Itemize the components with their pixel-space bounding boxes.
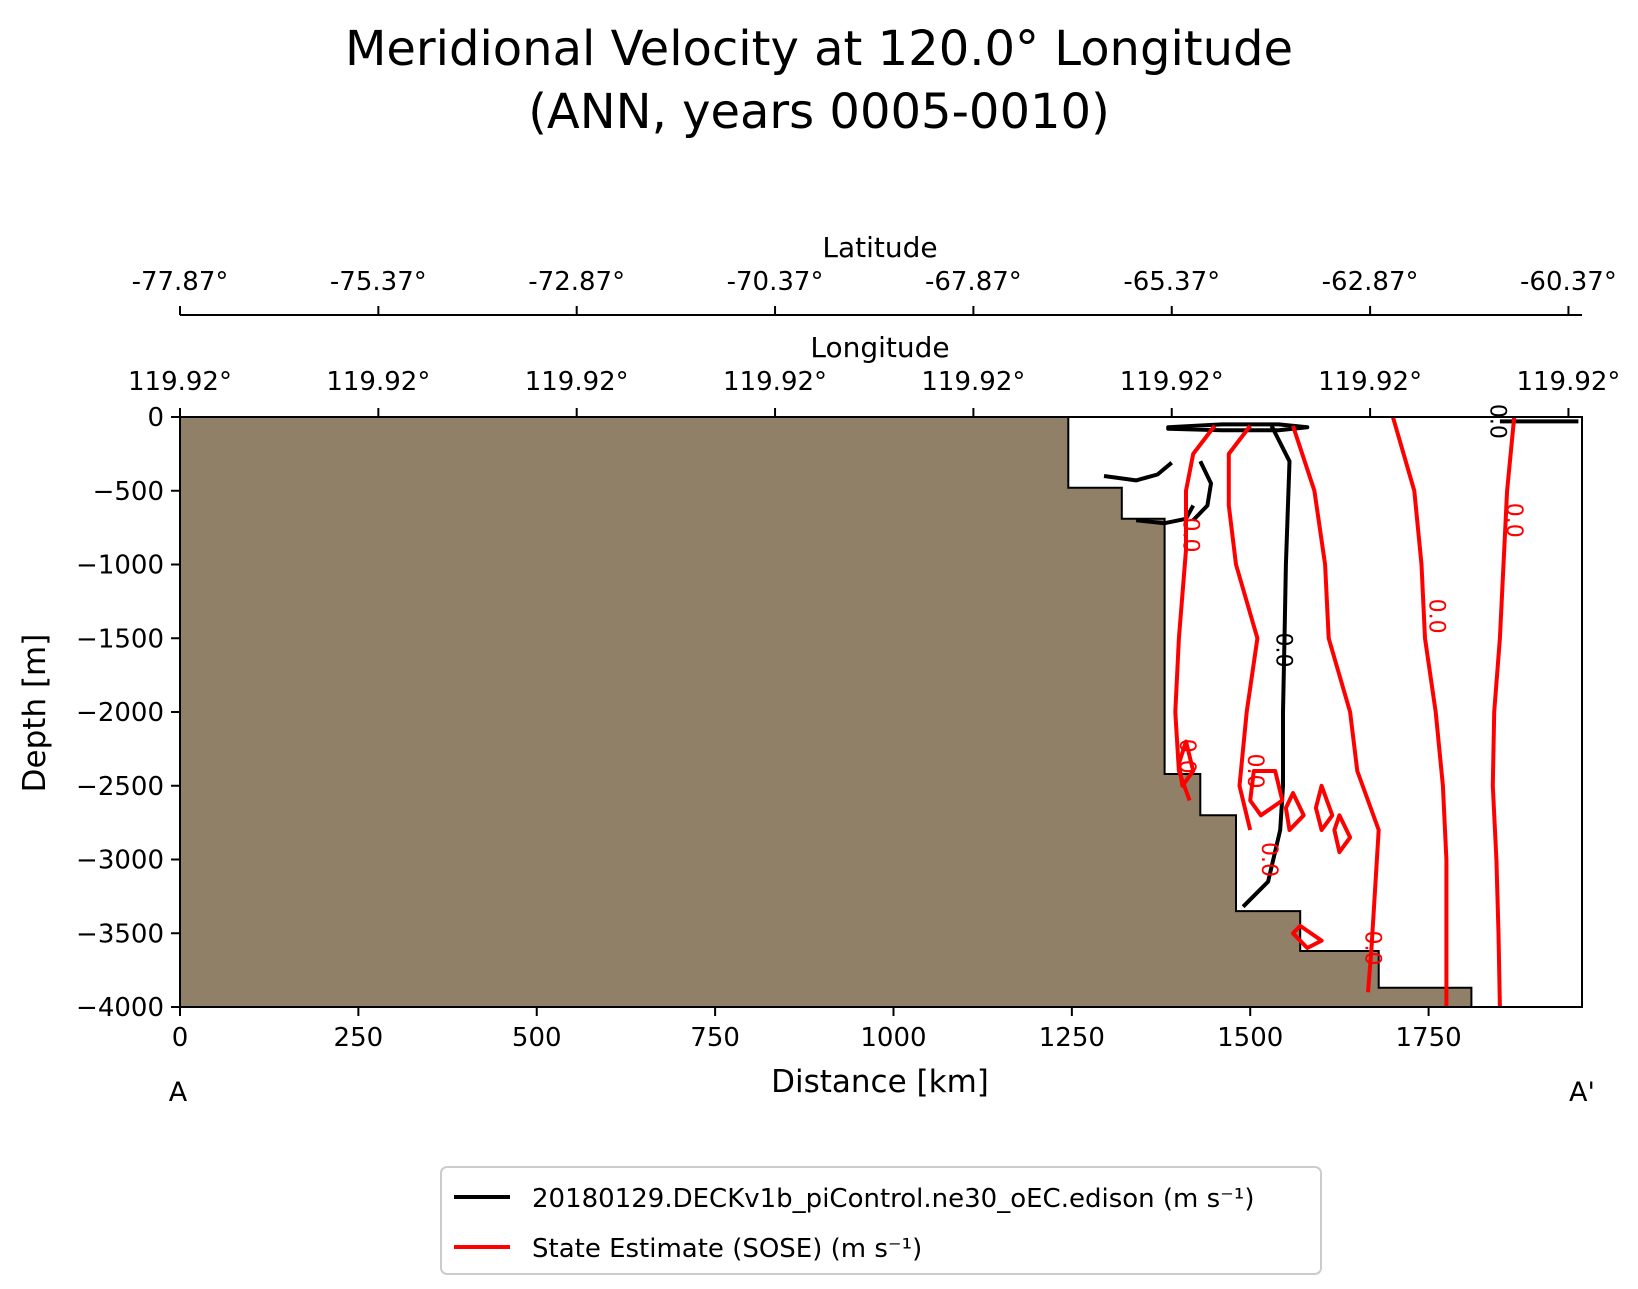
top-axis-2-tick-label: 119.92° xyxy=(326,367,430,397)
series-0-loop-0 xyxy=(1166,422,1310,433)
top-axis-1-tick-label: -77.87° xyxy=(132,267,229,297)
series-1-contour-label-4: 0.0 xyxy=(1360,931,1385,966)
series-1-loop-2 xyxy=(1283,791,1306,832)
section-start-label: A xyxy=(169,1077,188,1108)
x-tick-label: 0 xyxy=(172,1023,189,1053)
legend-entry-sose: State Estimate (SOSE) (m s⁻¹) xyxy=(532,1234,922,1264)
series-1-contour-label-1: 0.0 xyxy=(1174,739,1199,774)
series-1-loop-0 xyxy=(1248,769,1285,818)
x-tick-label: 1750 xyxy=(1396,1023,1462,1053)
top-axis-1-tick-label: -70.37° xyxy=(727,267,824,297)
y-tick-label: −4000 xyxy=(76,993,164,1023)
top-axis-1-tick-label: -67.87° xyxy=(925,267,1022,297)
series-0-contour-label-0: 0.0 xyxy=(1270,633,1295,668)
series-1-contour-3 xyxy=(1390,416,1449,1007)
plot-area: 0.0 0.0 0.0 0.0 0.0 0.0 0.0 0.0 0.0 xyxy=(179,404,1583,1008)
x-axis-label: Distance [km] xyxy=(771,1064,989,1100)
x-tick-label: 250 xyxy=(334,1023,384,1053)
series-1-contour-2 xyxy=(1291,425,1381,993)
series-layer: 0.0 0.0 0.0 0.0 0.0 0.0 0.0 0.0 0.0 xyxy=(1103,404,1579,1008)
top-axis-1-label: Latitude xyxy=(822,231,937,264)
y-tick-label: −3000 xyxy=(76,846,164,876)
top-axis-1-ticks: -77.87° -75.37° -72.87° -70.37° -67.87° -65.3… xyxy=(132,267,1617,316)
x-tick-label: 500 xyxy=(512,1023,562,1053)
series-1-loop-4 xyxy=(1332,813,1353,855)
x-axis-ticks: 0 250 500 750 1000 1250 1500 1750 xyxy=(172,1007,1462,1053)
top-axis-1-tick-label: -65.37° xyxy=(1123,267,1220,297)
y-tick-label: −2500 xyxy=(76,772,164,802)
y-tick-label: −2000 xyxy=(76,698,164,728)
x-tick-label: 1500 xyxy=(1217,1023,1283,1053)
series-1-contour-1 xyxy=(1226,424,1260,831)
y-tick-label: −3500 xyxy=(76,919,164,949)
series-0: 0.0 0.0 xyxy=(1103,404,1579,909)
legend-entry-model: 20180129.DECKv1b_piControl.ne30_oEC.edis… xyxy=(532,1184,1254,1214)
series-1: 0.0 0.0 0.0 0.0 0.0 0.0 0.0 xyxy=(1173,416,1526,1008)
y-tick-label: −1000 xyxy=(76,551,164,581)
top-axis-2-tick-label: 119.92° xyxy=(1516,367,1620,397)
top-axis-1-tick-label: -60.37° xyxy=(1520,267,1617,297)
top-axis-2-tick-label: 119.92° xyxy=(921,367,1025,397)
x-tick-label: 750 xyxy=(690,1023,740,1053)
top-axis-2-ticks: 119.92° 119.92° 119.92° 119.92° 119.92° 119.9… xyxy=(128,367,1620,418)
section-end-label: A' xyxy=(1569,1077,1595,1108)
top-axis-2-tick-label: 119.92° xyxy=(525,367,629,397)
y-axis-ticks: 0 −500 −1000 −1500 −2000 −2500 −3000 −3500 −4000 xyxy=(76,403,180,1023)
series-1-loop-5 xyxy=(1291,923,1324,950)
top-axis-1-tick-label: -72.87° xyxy=(528,267,625,297)
series-1-contour-label-6: 0.0 xyxy=(1501,503,1526,538)
chart-title-line1: Meridional Velocity at 120.0° Longitude xyxy=(345,21,1293,77)
legend-box xyxy=(440,1166,1322,1275)
series-0-contour-label-1: 0.0 xyxy=(1484,404,1509,439)
top-axis-1-tick-label: -75.37° xyxy=(330,267,427,297)
top-axis-2-tick-label: 119.92° xyxy=(128,367,232,397)
series-1-contour-label-0: 0.0 xyxy=(1178,518,1203,553)
y-axis-label: Depth [m] xyxy=(17,634,53,793)
y-tick-label: 0 xyxy=(147,403,164,433)
top-axis-2-label: Longitude xyxy=(810,331,949,364)
series-0-contour-2 xyxy=(1135,504,1195,526)
y-tick-label: −500 xyxy=(93,477,164,507)
top-axis-1-tick-label: -62.87° xyxy=(1322,267,1419,297)
x-tick-label: 1250 xyxy=(1039,1023,1105,1053)
top-axis-2-tick-label: 119.92° xyxy=(723,367,827,397)
bathymetry-land xyxy=(179,416,1473,1008)
series-1-loop-1 xyxy=(1176,739,1196,788)
y-tick-label: −1500 xyxy=(76,624,164,654)
series-1-contour-4 xyxy=(1490,416,1517,1008)
top-axis-2-tick-label: 119.92° xyxy=(1318,367,1422,397)
series-1-contour-label-2: 0.0 xyxy=(1242,754,1267,789)
series-0-contour-0 xyxy=(1241,424,1292,909)
series-1-loop-3 xyxy=(1313,783,1335,832)
top-axis-2-tick-label: 119.92° xyxy=(1120,367,1224,397)
legend: 20180129.DECKv1b_piControl.ne30_oEC.edis… xyxy=(440,1166,1322,1275)
series-1-contour-label-5: 0.0 xyxy=(1424,599,1449,634)
series-0-contour-1 xyxy=(1103,461,1173,483)
series-1-contour-label-3: 0.0 xyxy=(1256,842,1281,877)
chart-title-line2: (ANN, years 0005-0010) xyxy=(528,84,1110,140)
x-tick-label: 1000 xyxy=(860,1023,926,1053)
series-0-contour-3 xyxy=(1191,460,1213,522)
